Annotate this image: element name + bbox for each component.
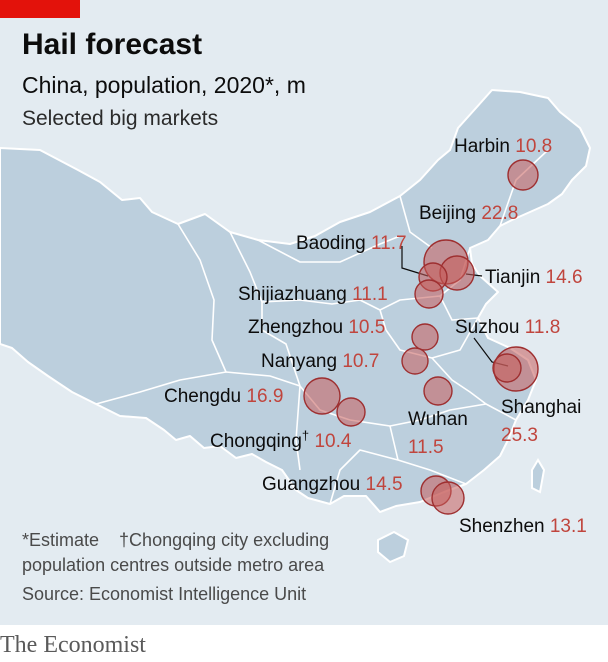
hainan-island: [377, 530, 410, 564]
bubble-shijiazhuang: [414, 279, 444, 309]
bubble-chengdu: [303, 377, 341, 415]
city-value: 11.8: [525, 317, 561, 338]
bubble-zhengzhou: [411, 323, 439, 351]
city-value: 13.1: [550, 516, 587, 537]
city-name: Baoding: [296, 233, 366, 254]
city-labels: Harbin 10.8 Beijing 22.8 Baoding 11.7 Ti…: [164, 136, 587, 537]
brand-logo-text: The Economist: [0, 632, 146, 658]
brand-red-bar: [0, 0, 80, 18]
label-shenzhen: Shenzhen 13.1: [459, 516, 587, 537]
city-value: 10.4: [314, 431, 351, 452]
city-value: 22.8: [481, 203, 518, 224]
label-suzhou: Suzhou 11.8: [455, 317, 560, 338]
china-map: Harbin 10.8 Beijing 22.8 Baoding 11.7 Ti…: [0, 89, 591, 564]
bubble-suzhou: [492, 353, 522, 383]
label-shanghai-name: Shanghai: [501, 397, 581, 418]
chart-title: Hail forecast: [22, 28, 203, 61]
label-baoding: Baoding 11.7: [296, 233, 407, 254]
label-chengdu: Chengdu 16.9: [164, 386, 283, 407]
population-bubbles: [303, 159, 539, 515]
source-note: Source: Economist Intelligence Unit: [22, 584, 307, 604]
footnote-estimate: *Estimate: [22, 530, 100, 550]
city-name: Beijing: [419, 203, 476, 224]
label-shanghai-value: 25.3: [501, 425, 538, 446]
bubble-wuhan: [423, 376, 453, 406]
taiwan-island: [531, 458, 546, 494]
label-shijiazhuang: Shijiazhuang 11.1: [238, 284, 388, 305]
footnote-chongqing: †Chongqing city excluding: [119, 530, 330, 550]
chart-subtitle-secondary: Selected big markets: [22, 107, 219, 130]
label-beijing: Beijing 22.8: [419, 203, 518, 224]
city-name: Chengdu: [164, 386, 241, 407]
chart-panel: Harbin 10.8 Beijing 22.8 Baoding 11.7 Ti…: [0, 0, 608, 625]
label-nanyang: Nanyang 10.7: [261, 351, 379, 372]
city-value: 10.7: [342, 351, 379, 372]
city-name: Chongqing: [210, 431, 302, 452]
city-name: Nanyang: [261, 351, 337, 372]
bubble-chongqing: [336, 397, 366, 427]
footnotes: *Estimate †Chongqing city excluding popu…: [22, 528, 329, 578]
bubble-nanyang: [401, 347, 429, 375]
city-value: 11.7: [371, 233, 407, 254]
city-name: Guangzhou: [262, 474, 360, 495]
city-value: 16.9: [246, 386, 283, 407]
dagger-marker: †: [302, 428, 309, 443]
city-value: 11.1: [352, 284, 388, 305]
bubble-shenzhen: [431, 481, 465, 515]
city-name: Tianjin: [485, 267, 540, 288]
chart-subtitle: China, population, 2020*, m: [22, 72, 306, 98]
city-name: Harbin: [454, 136, 510, 157]
footnote-chongqing-cont: population centres outside metro area: [22, 555, 325, 575]
city-name: Zhengzhou: [248, 317, 343, 338]
city-value: 14.5: [366, 474, 403, 495]
label-wuhan-value: 11.5: [408, 437, 444, 458]
city-value: 10.5: [348, 317, 385, 338]
label-guangzhou: Guangzhou 14.5: [262, 474, 403, 495]
label-chongqing: Chongqing† 10.4: [210, 428, 352, 452]
bubble-harbin: [507, 159, 539, 191]
city-value: 10.8: [515, 136, 552, 157]
label-wuhan-name: Wuhan: [408, 409, 468, 430]
label-tianjin: Tianjin 14.6: [485, 267, 583, 288]
city-name: Suzhou: [455, 317, 519, 338]
city-value: 14.6: [546, 267, 583, 288]
label-zhengzhou: Zhengzhou 10.5: [248, 317, 385, 338]
city-name: Shenzhen: [459, 516, 545, 537]
label-harbin: Harbin 10.8: [454, 136, 552, 157]
city-name: Shijiazhuang: [238, 284, 347, 305]
